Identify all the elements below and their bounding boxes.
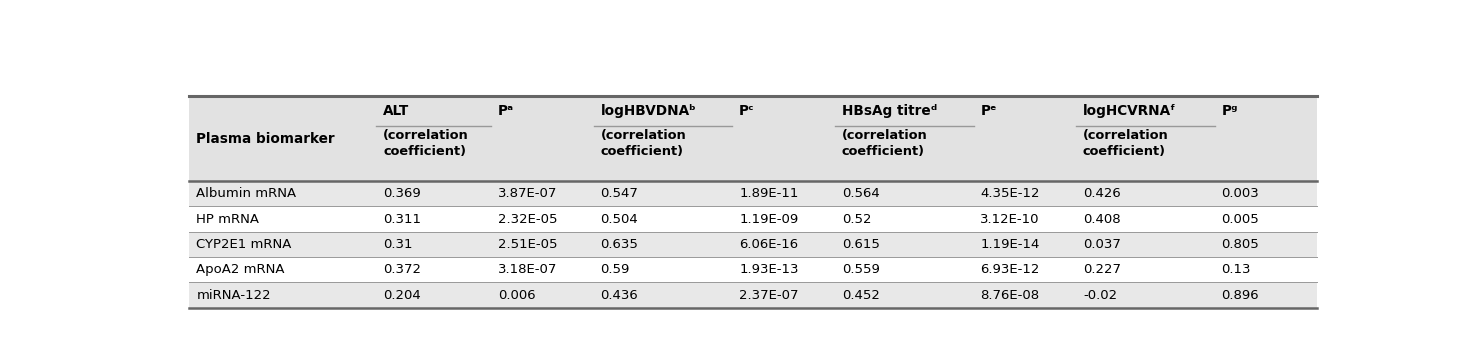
Text: 0.896: 0.896: [1222, 289, 1260, 302]
Text: 0.615: 0.615: [842, 238, 879, 251]
Text: 0.006: 0.006: [498, 289, 535, 302]
Text: 0.227: 0.227: [1083, 263, 1122, 276]
Text: (correlation
coefficient): (correlation coefficient): [384, 129, 469, 158]
Text: 0.369: 0.369: [384, 187, 420, 200]
Text: 1.93E-13: 1.93E-13: [739, 263, 798, 276]
Text: 1.19E-14: 1.19E-14: [980, 238, 1039, 251]
Text: HP mRNA: HP mRNA: [197, 213, 259, 226]
Text: Pᵉ: Pᵉ: [980, 104, 997, 118]
Text: 0.037: 0.037: [1083, 238, 1120, 251]
Text: Pᶜ: Pᶜ: [739, 104, 754, 118]
Text: 0.003: 0.003: [1222, 187, 1260, 200]
Bar: [190, 232, 1317, 257]
Text: ApoA2 mRNA: ApoA2 mRNA: [197, 263, 285, 276]
Text: miRNA-122: miRNA-122: [197, 289, 270, 302]
Text: 0.635: 0.635: [600, 238, 638, 251]
Text: Pᵍ: Pᵍ: [1222, 104, 1238, 118]
Text: 3.12E-10: 3.12E-10: [980, 213, 1039, 226]
Text: 0.408: 0.408: [1083, 213, 1120, 226]
Bar: [190, 257, 1317, 283]
Text: Albumin mRNA: Albumin mRNA: [197, 187, 297, 200]
Text: 4.35E-12: 4.35E-12: [980, 187, 1039, 200]
Text: logHCVRNAᶠ: logHCVRNAᶠ: [1083, 104, 1176, 118]
Text: 3.18E-07: 3.18E-07: [498, 263, 557, 276]
Text: 0.564: 0.564: [842, 187, 879, 200]
Text: (correlation
coefficient): (correlation coefficient): [600, 129, 686, 158]
Text: Plasma biomarker: Plasma biomarker: [197, 132, 335, 146]
Text: 0.426: 0.426: [1083, 187, 1120, 200]
Text: 0.559: 0.559: [842, 263, 879, 276]
Text: 6.93E-12: 6.93E-12: [980, 263, 1039, 276]
Text: 0.436: 0.436: [600, 289, 638, 302]
Text: 0.547: 0.547: [600, 187, 638, 200]
Text: (correlation
coefficient): (correlation coefficient): [842, 129, 928, 158]
Text: 8.76E-08: 8.76E-08: [980, 289, 1039, 302]
Text: HBsAg titreᵈ: HBsAg titreᵈ: [842, 104, 936, 118]
Text: 0.13: 0.13: [1222, 263, 1251, 276]
Text: 0.311: 0.311: [384, 213, 422, 226]
Text: 0.52: 0.52: [842, 213, 872, 226]
Text: 1.19E-09: 1.19E-09: [739, 213, 798, 226]
Text: Pᵃ: Pᵃ: [498, 104, 514, 118]
Text: 0.31: 0.31: [384, 238, 413, 251]
Text: 2.37E-07: 2.37E-07: [739, 289, 798, 302]
Bar: [190, 181, 1317, 206]
Text: 0.452: 0.452: [842, 289, 879, 302]
Text: 0.504: 0.504: [600, 213, 638, 226]
Text: (correlation
coefficient): (correlation coefficient): [1083, 129, 1169, 158]
Text: 3.87E-07: 3.87E-07: [498, 187, 557, 200]
Text: 6.06E-16: 6.06E-16: [739, 238, 798, 251]
Text: 1.89E-11: 1.89E-11: [739, 187, 798, 200]
Text: ALT: ALT: [384, 104, 410, 118]
Text: 0.005: 0.005: [1222, 213, 1260, 226]
Text: 2.32E-05: 2.32E-05: [498, 213, 557, 226]
Text: 0.372: 0.372: [384, 263, 422, 276]
Text: 0.59: 0.59: [600, 263, 629, 276]
Text: CYP2E1 mRNA: CYP2E1 mRNA: [197, 238, 291, 251]
Text: 0.204: 0.204: [384, 289, 420, 302]
Bar: [190, 283, 1317, 308]
Text: -0.02: -0.02: [1083, 289, 1117, 302]
Bar: [190, 206, 1317, 232]
Text: 2.51E-05: 2.51E-05: [498, 238, 557, 251]
Text: logHBVDNAᵇ: logHBVDNAᵇ: [600, 104, 697, 118]
Text: 0.805: 0.805: [1222, 238, 1260, 251]
